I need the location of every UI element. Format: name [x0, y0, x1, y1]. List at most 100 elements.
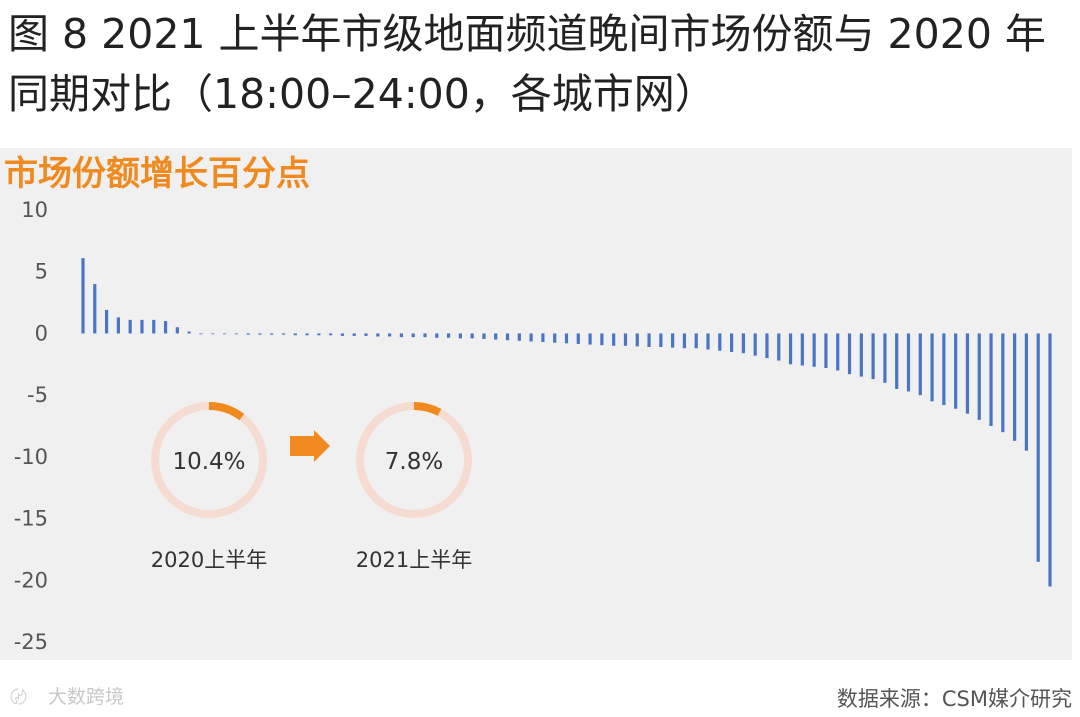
bar	[140, 319, 144, 334]
bar	[435, 333, 439, 338]
bar	[470, 333, 474, 339]
bar	[788, 333, 793, 365]
bar	[517, 333, 521, 341]
bar	[234, 333, 238, 335]
bar	[93, 284, 97, 334]
bar	[895, 333, 899, 389]
bar	[623, 333, 628, 346]
y-tick-label: -20	[14, 568, 48, 592]
watermark-logo-icon: 〄	[10, 688, 27, 708]
bar	[706, 333, 710, 350]
bar	[588, 333, 592, 345]
bar	[1048, 333, 1052, 587]
bar	[104, 309, 109, 334]
bar	[399, 333, 403, 338]
bar	[553, 333, 557, 343]
ring-value-label: 7.8%	[385, 449, 443, 475]
bar	[293, 333, 297, 336]
bar	[954, 333, 958, 409]
bar	[824, 333, 828, 368]
bar	[352, 333, 356, 336]
bar	[270, 333, 274, 335]
bar	[258, 333, 262, 335]
bar	[600, 333, 604, 346]
bar	[116, 317, 120, 334]
bar	[812, 333, 816, 367]
arrow-right-icon	[290, 430, 330, 462]
bar	[977, 333, 981, 420]
bar	[199, 333, 203, 335]
bar	[930, 333, 934, 402]
bar	[446, 333, 451, 338]
bars-group	[81, 258, 1052, 587]
bar	[847, 333, 852, 375]
bar	[388, 333, 392, 337]
watermark-text: 大数跨境	[48, 686, 125, 708]
bar	[612, 333, 616, 346]
bar	[659, 333, 663, 348]
bar	[458, 333, 462, 339]
bar	[647, 333, 651, 348]
bar	[1013, 333, 1017, 441]
bar	[281, 333, 286, 335]
bar	[222, 333, 227, 335]
page-title: 图 8 2021 上半年市级地面频道晚间市场份额与 2020 年同期对比（18:…	[8, 10, 1046, 118]
bar	[682, 333, 687, 349]
bar	[541, 333, 545, 343]
bar	[777, 333, 781, 361]
bar	[741, 333, 745, 354]
y-tick-label: -5	[27, 383, 48, 407]
ring-caption: 2021上半年	[356, 548, 472, 572]
y-tick-label: 10	[21, 198, 48, 222]
bar	[187, 331, 191, 334]
bar	[505, 333, 510, 341]
bar	[800, 333, 804, 366]
bar	[883, 333, 887, 383]
bar	[246, 333, 250, 335]
bar	[411, 333, 415, 338]
bar	[635, 333, 639, 347]
bar	[765, 333, 769, 359]
y-tick-label: 5	[35, 260, 48, 284]
bar	[152, 319, 156, 334]
bar	[1036, 333, 1040, 562]
bar	[494, 333, 498, 340]
bar	[340, 333, 345, 336]
bar	[836, 333, 840, 371]
y-axis: 10 5 0 -5 -10 -15 -20 -25	[14, 198, 48, 654]
rings-group: 10.4% 2020上半年 7.8% 2021上半年	[151, 402, 472, 572]
y-tick-label: -25	[14, 630, 48, 654]
bar	[364, 333, 368, 336]
bar	[163, 321, 168, 334]
bar	[329, 333, 333, 336]
bar	[906, 333, 911, 392]
chart-subtitle: 市场份额增长百分点	[4, 154, 310, 194]
bar	[671, 333, 675, 348]
bar	[989, 333, 993, 426]
bar	[529, 333, 533, 342]
bar	[730, 333, 734, 352]
bar	[942, 333, 946, 406]
chart-panel	[0, 148, 1072, 660]
bar	[564, 333, 569, 344]
source-note: 数据来源：CSM媒介研究	[836, 687, 1072, 711]
ring-value-label: 10.4%	[172, 449, 245, 475]
bar	[753, 333, 757, 356]
bar	[305, 333, 309, 336]
bar	[423, 333, 427, 338]
bar	[871, 333, 875, 380]
watermark: 〄 大数跨境	[10, 684, 124, 711]
bar	[965, 333, 970, 414]
bar	[128, 319, 132, 334]
y-tick-label: -10	[14, 445, 48, 469]
bar	[211, 333, 215, 335]
ring-caption: 2020上半年	[151, 548, 267, 572]
bar	[175, 327, 179, 334]
bar	[81, 258, 85, 334]
bar	[576, 333, 580, 344]
bar	[1001, 333, 1005, 433]
bar	[918, 333, 922, 396]
y-tick-label: 0	[35, 321, 48, 345]
bar	[859, 333, 863, 377]
